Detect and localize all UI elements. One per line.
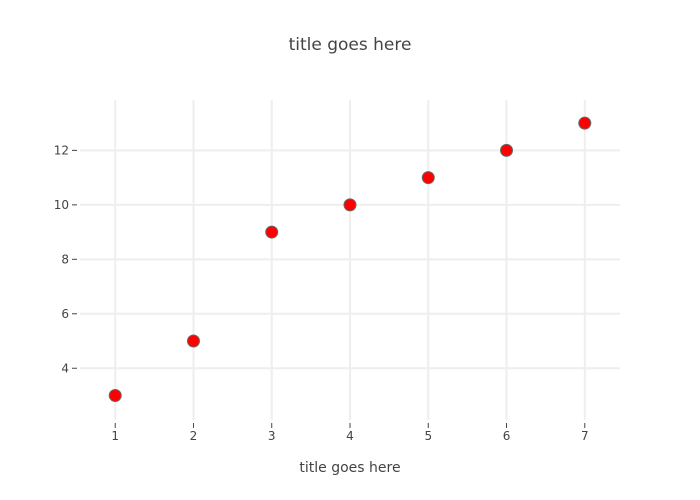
y-tick-label: 8 — [61, 252, 69, 266]
y-tick-label: 10 — [54, 198, 69, 212]
x-tick-label: 3 — [268, 429, 276, 443]
x-tick-label: 4 — [346, 429, 354, 443]
y-tick-label: 4 — [61, 361, 69, 375]
data-point — [578, 116, 592, 130]
x-tick-label: 7 — [581, 429, 589, 443]
data-point — [343, 198, 357, 212]
y-tick-label: 12 — [54, 143, 69, 157]
data-point — [186, 334, 200, 348]
data-point — [108, 388, 122, 402]
x-tick-label: 2 — [190, 429, 198, 443]
data-point — [265, 225, 279, 239]
chart-title: title goes here — [289, 35, 412, 55]
points-layer — [108, 116, 592, 402]
data-point — [421, 171, 435, 185]
x-tick-label: 5 — [424, 429, 432, 443]
x-axis-title: title goes here — [299, 460, 400, 476]
x-tick-label: 6 — [503, 429, 511, 443]
grid-layer — [80, 100, 620, 420]
y-tick-label: 6 — [61, 307, 69, 321]
data-point — [500, 143, 514, 157]
x-tick-label: 1 — [111, 429, 119, 443]
